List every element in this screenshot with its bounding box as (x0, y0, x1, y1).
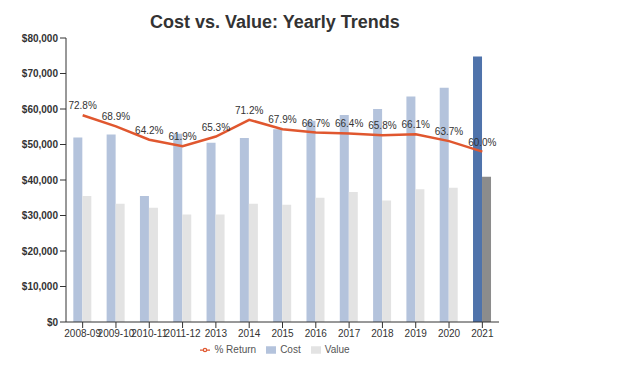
svg-text:$50,000: $50,000 (22, 139, 59, 150)
svg-text:65.3%: 65.3% (202, 122, 230, 133)
svg-text:$60,000: $60,000 (22, 104, 59, 115)
svg-text:$70,000: $70,000 (22, 68, 59, 79)
svg-text:2011-12: 2011-12 (165, 328, 201, 339)
svg-text:66.1%: 66.1% (402, 119, 430, 130)
svg-text:2008-09: 2008-09 (64, 328, 101, 339)
html-text:Value: Value (324, 344, 350, 355)
svg-text:2009-10: 2009-10 (98, 328, 135, 339)
svg-text:$80,000: $80,000 (22, 33, 59, 44)
svg-text:66.7%: 66.7% (302, 118, 330, 129)
svg-text:$40,000: $40,000 (22, 175, 59, 186)
svg-text:$0: $0 (47, 317, 59, 328)
svg-text:67.9%: 67.9% (268, 114, 296, 125)
svg-text:68.9%: 68.9% (102, 111, 130, 122)
html-text:Cost vs. Value: Yearly Trends: Cost vs. Value: Yearly Trends (150, 12, 400, 32)
svg-text:2010-11: 2010-11 (131, 328, 167, 339)
svg-text:$10,000: $10,000 (22, 281, 59, 292)
svg-text:2015: 2015 (271, 328, 294, 339)
svg-text:2018: 2018 (371, 328, 394, 339)
svg-text:$20,000: $20,000 (22, 246, 59, 257)
svg-text:$30,000: $30,000 (22, 210, 59, 221)
svg-text:71.2%: 71.2% (235, 105, 263, 116)
svg-text:2019: 2019 (405, 328, 428, 339)
svg-text:63.7%: 63.7% (435, 126, 463, 137)
html-text:Cost: Cost (280, 344, 301, 355)
svg-text:2016: 2016 (305, 328, 328, 339)
svg-text:2017: 2017 (338, 328, 361, 339)
svg-text:2013: 2013 (205, 328, 228, 339)
svg-text:72.8%: 72.8% (68, 100, 96, 111)
svg-text:60.0%: 60.0% (468, 137, 496, 148)
svg-text:65.8%: 65.8% (368, 120, 396, 131)
svg-text:61.9%: 61.9% (168, 131, 196, 142)
svg-text:2021: 2021 (471, 328, 494, 339)
svg-text:2014: 2014 (238, 328, 261, 339)
svg-text:2020: 2020 (438, 328, 461, 339)
svg-text:64.2%: 64.2% (135, 125, 163, 136)
html-text:% Return: % Return (214, 344, 257, 355)
svg-text:66.4%: 66.4% (335, 118, 363, 129)
